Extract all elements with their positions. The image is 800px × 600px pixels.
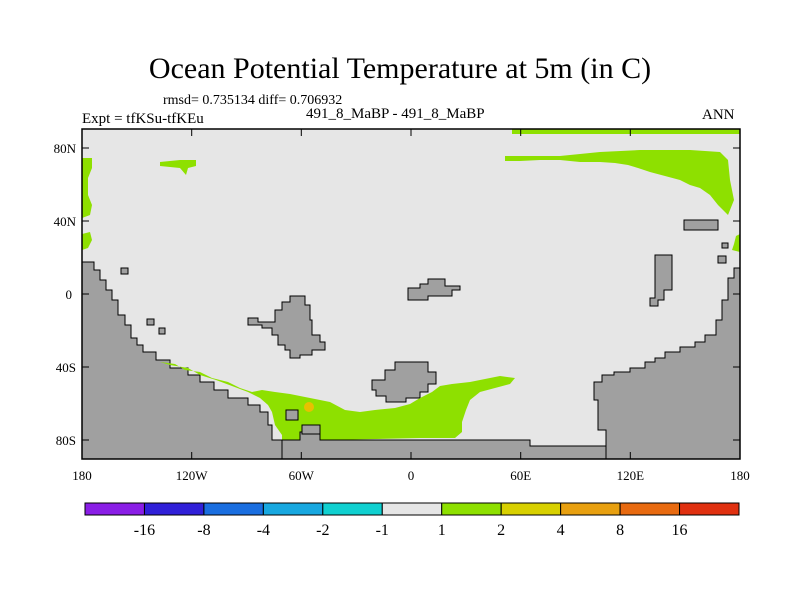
x-tick-label: 60W	[289, 468, 315, 483]
x-tick-label: 180	[730, 468, 750, 483]
anomaly-arctic-blob	[160, 160, 196, 175]
case-label: 491_8_MaBP - 491_8_MaBP	[306, 106, 485, 122]
x-tick-label: 120W	[176, 468, 209, 483]
y-tick-label: 40N	[54, 214, 77, 229]
land-islet-3	[158, 327, 166, 335]
experiment-label: Expt = tfKSu-tfKEu	[82, 111, 204, 127]
land-southern-island	[371, 361, 437, 403]
colorbar-label: -16	[134, 522, 155, 539]
colorbar-label: 1	[438, 522, 446, 539]
colorbar-label: -1	[376, 522, 389, 539]
colorbar-swatch	[560, 502, 621, 516]
colorbar-label: 16	[672, 522, 688, 539]
x-tick-marks	[81, 129, 741, 459]
land-east	[593, 267, 741, 460]
colorbar-label: -8	[197, 522, 210, 539]
anomaly-west-edge-north	[82, 158, 92, 218]
stats-line: rmsd= 0.735134 diff= 0.706932	[163, 93, 343, 108]
x-tick-label: 0	[408, 468, 415, 483]
x-tick-label: 180	[72, 468, 92, 483]
colorbar: -16 -8 -4 -2 -1 1 2 4 8 16	[84, 502, 740, 539]
land-islet-1	[120, 267, 129, 275]
y-tick-label: 0	[66, 287, 73, 302]
colorbar-swatch	[84, 502, 145, 516]
land-islet-2	[146, 318, 155, 326]
y-tick-labels: 80N 40N 0 40S 80S	[54, 141, 77, 448]
colorbar-label: -4	[257, 522, 270, 539]
y-tick-label: 80S	[56, 433, 76, 448]
colorbar-label: -2	[316, 522, 329, 539]
anomaly-southern-band	[160, 362, 515, 440]
anomaly-west-edge-south	[82, 232, 92, 250]
colorbar-swatch	[262, 502, 324, 516]
plot-title: Ocean Potential Temperature at 5m (in C)	[148, 52, 652, 85]
land-east-islet-2	[721, 242, 729, 249]
colorbar-label: 8	[616, 522, 624, 539]
land-east-strip	[649, 254, 673, 307]
land-islet-5-overlay	[301, 424, 321, 435]
colorbar-swatch	[679, 502, 740, 516]
anomaly-arctic-band	[82, 129, 740, 134]
anomaly-spot-2-to-4	[304, 402, 314, 412]
land-east-islet-1	[717, 255, 727, 264]
colorbar-label: 2	[497, 522, 505, 539]
y-tick-label: 80N	[54, 141, 77, 156]
colorbar-swatch	[322, 502, 383, 516]
colorbar-swatch	[619, 502, 681, 516]
x-tick-label: 120E	[617, 468, 645, 483]
season-label: ANN	[702, 107, 735, 123]
colorbar-swatch	[381, 502, 443, 516]
anomaly-east-edge	[732, 234, 740, 252]
land-islet-4-overlay	[285, 409, 299, 421]
anomaly-arctic-east	[505, 150, 734, 215]
x-tick-labels: 180 120W 60W 0 60E 120E 180	[72, 468, 750, 483]
colorbar-swatch	[143, 502, 205, 516]
colorbar-swatch	[203, 502, 264, 516]
colorbar-swatch	[500, 502, 562, 516]
y-tick-marks	[82, 147, 740, 441]
y-tick-label: 40S	[56, 360, 76, 375]
land-east-rect	[683, 219, 719, 231]
x-tick-label: 60E	[510, 468, 531, 483]
anomaly-regions-1-to-2	[82, 129, 740, 440]
colorbar-label: 4	[557, 522, 565, 539]
land-west	[81, 261, 283, 460]
land-africa-fragment	[247, 295, 326, 359]
land-equatorial	[407, 278, 461, 301]
colorbar-swatch	[441, 502, 502, 516]
